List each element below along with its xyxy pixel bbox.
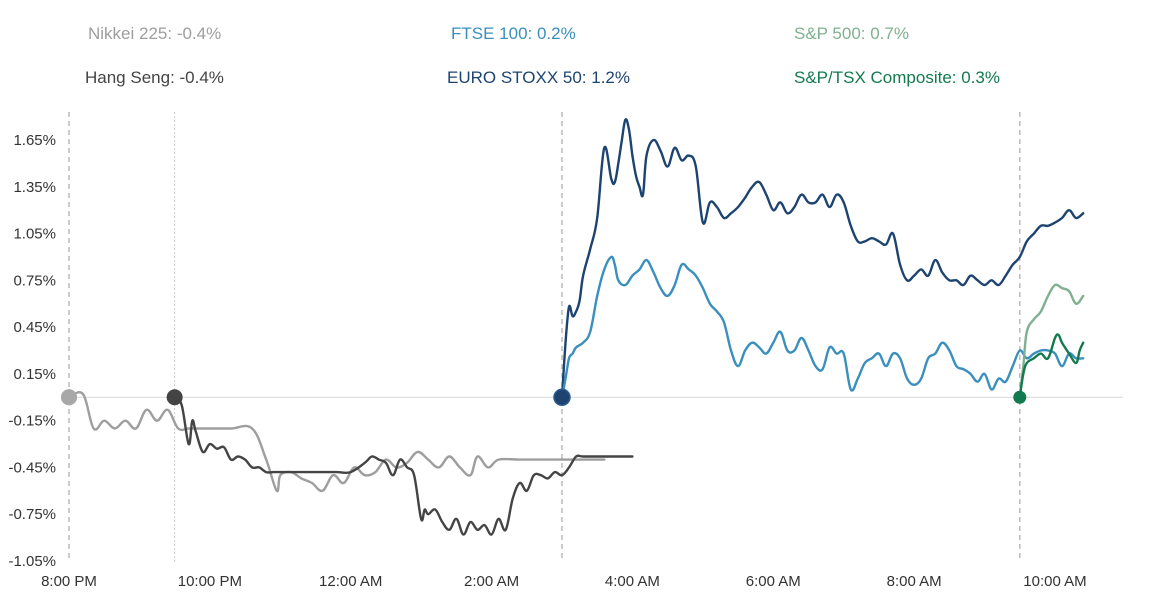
legend-item-sp-tsx[interactable]: S&P/TSX Composite: 0.3% <box>794 68 1000 87</box>
x-tick-label: 10:00 AM <box>1023 573 1086 590</box>
series-start-marker-nikkei-225 <box>61 389 77 406</box>
series-line-s-p-500[interactable] <box>1018 283 1085 399</box>
series-line-s-p-tsx-composite[interactable] <box>1018 333 1085 399</box>
x-tick-label: 2:00 AM <box>464 573 519 590</box>
y-tick-label: 1.65% <box>13 132 56 149</box>
y-tick-label: -0.75% <box>8 506 56 523</box>
legend-item-nikkei[interactable]: Nikkei 225: -0.4% <box>88 24 222 43</box>
axis-layer: -1.05% -0.75% -0.45% -0.15% 0.15% 0.45% 0.75% 1… <box>8 112 1123 590</box>
y-tick-label: 0.15% <box>13 366 56 383</box>
series-line-nikkei-225[interactable] <box>67 391 606 493</box>
series-layer <box>67 118 1085 536</box>
y-tick-label: 0.75% <box>13 272 56 289</box>
series-start-marker-euro-stoxx-50 <box>553 388 571 407</box>
x-tick-label: 10:00 PM <box>178 573 242 590</box>
series-start-marker-s-p-tsx-composite <box>1013 390 1027 404</box>
y-tick-label: 1.05% <box>13 226 56 243</box>
x-tick-label: 8:00 AM <box>887 573 942 590</box>
y-tick-label: -1.05% <box>8 553 56 570</box>
legend-item-hang-seng[interactable]: Hang Seng: -0.4% <box>85 68 224 87</box>
x-tick-label: 6:00 AM <box>746 573 801 590</box>
marker-layer <box>61 388 1027 407</box>
legend-item-sp500[interactable]: S&P 500: 0.7% <box>794 24 909 43</box>
y-tick-label: -0.15% <box>8 413 56 430</box>
y-tick-label: -0.45% <box>8 459 56 476</box>
x-tick-label: 4:00 AM <box>605 573 660 590</box>
y-tick-label: 1.35% <box>13 179 56 196</box>
series-start-marker-hang-seng <box>166 389 183 406</box>
y-tick-label: 0.45% <box>13 319 56 336</box>
legend-item-ftse[interactable]: FTSE 100: 0.2% <box>451 24 576 43</box>
series-line-euro-stoxx-50[interactable] <box>560 118 1085 399</box>
series-line-hang-seng[interactable] <box>173 396 634 536</box>
series-line-ftse-100[interactable] <box>560 255 1085 399</box>
x-tick-label: 8:00 PM <box>41 573 97 590</box>
x-tick-label: 12:00 AM <box>319 573 382 590</box>
legend-item-euro-stoxx[interactable]: EURO STOXX 50: 1.2% <box>447 68 630 87</box>
